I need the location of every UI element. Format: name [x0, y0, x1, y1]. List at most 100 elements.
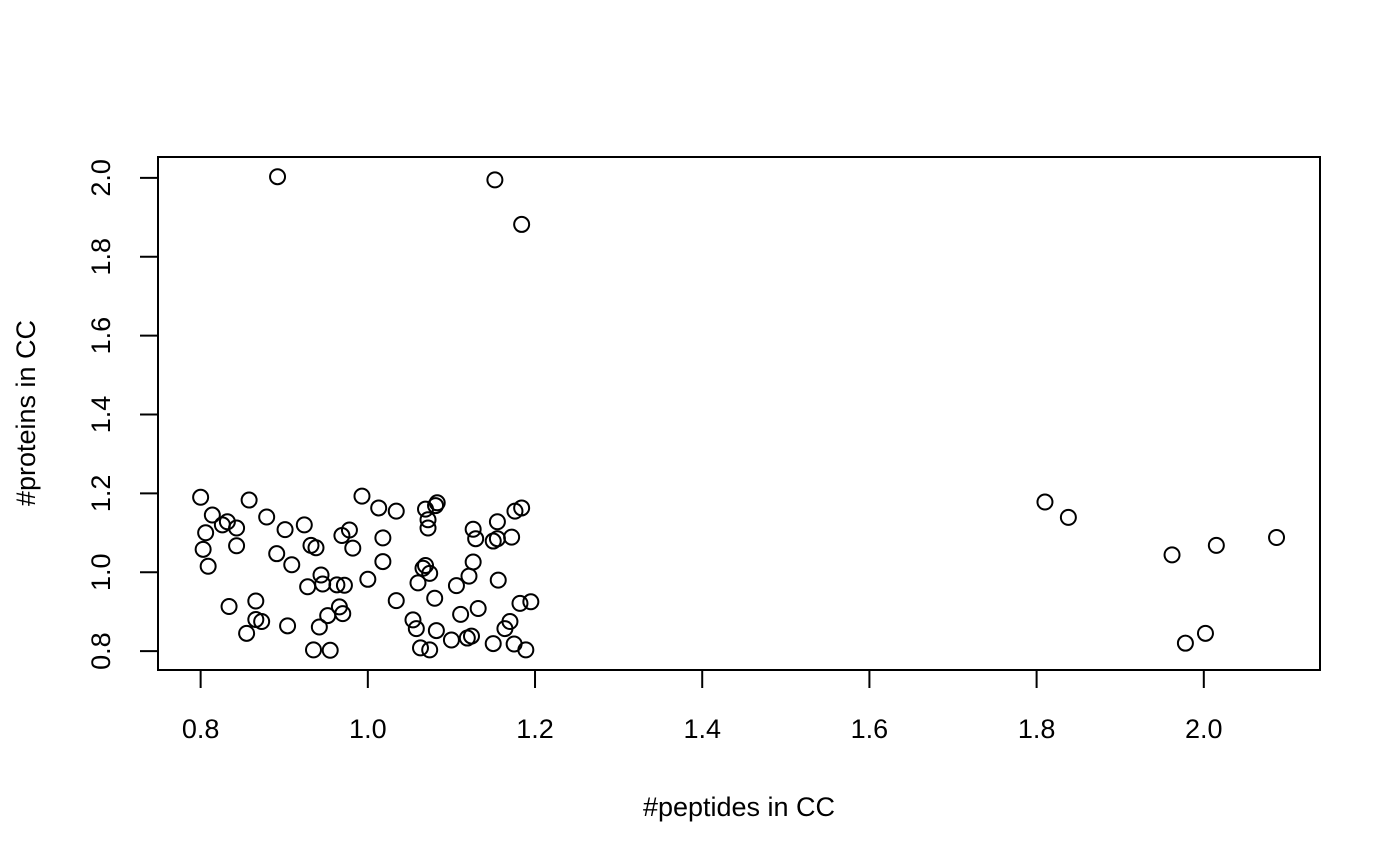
- data-point: [428, 494, 446, 512]
- data-point: [228, 519, 246, 537]
- data-point: [462, 627, 480, 645]
- data-point: [1196, 624, 1214, 642]
- data-point: [240, 491, 258, 509]
- data-point: [387, 502, 405, 520]
- data-point: [276, 521, 294, 539]
- data-point: [407, 620, 425, 638]
- y-axis: 0.8 1.0 1.2 1.4 1.6 1.8 2.0: [86, 159, 159, 670]
- data-point: [374, 529, 392, 547]
- data-point: [299, 578, 317, 596]
- x-tick-label: 1.6: [851, 714, 889, 744]
- data-point: [409, 574, 427, 592]
- data-point: [335, 576, 353, 594]
- y-tick-label: 1.4: [86, 396, 116, 434]
- y-tick-label: 2.0: [86, 159, 116, 197]
- data-point: [283, 556, 301, 574]
- data-point: [419, 519, 437, 537]
- data-point: [340, 521, 358, 539]
- x-tick-label: 1.0: [349, 714, 387, 744]
- data-point: [312, 566, 330, 584]
- data-point: [353, 487, 371, 505]
- data-point: [328, 576, 346, 594]
- data-point: [522, 593, 540, 611]
- data-point: [194, 540, 212, 558]
- data-point: [417, 557, 435, 575]
- data-point: [452, 605, 470, 623]
- data-point: [1036, 493, 1054, 511]
- data-point: [421, 641, 439, 659]
- data-point: [411, 639, 429, 657]
- data-point: [427, 622, 445, 640]
- x-tick-label: 0.8: [182, 714, 220, 744]
- data-point: [344, 539, 362, 557]
- data-point: [314, 575, 332, 593]
- data-point: [258, 508, 276, 526]
- data-point: [307, 539, 325, 557]
- data-point: [228, 537, 246, 555]
- data-point: [505, 635, 523, 653]
- data-point: [460, 567, 478, 585]
- y-tick-label: 0.8: [86, 632, 116, 670]
- data-point: [513, 499, 531, 517]
- data-point: [489, 571, 507, 589]
- data-point: [334, 605, 352, 623]
- data-point: [517, 641, 535, 659]
- data-point: [511, 594, 529, 612]
- data-point: [199, 557, 217, 575]
- data-point: [192, 488, 210, 506]
- data-point: [513, 215, 531, 233]
- data-point: [426, 589, 444, 607]
- data-point: [419, 511, 437, 529]
- x-tick-label: 1.2: [516, 714, 554, 744]
- y-tick-label: 1.2: [86, 475, 116, 513]
- data-point: [484, 635, 502, 653]
- data-point: [488, 513, 506, 531]
- data-point: [220, 598, 238, 616]
- data-point: [1268, 529, 1286, 547]
- data-point: [427, 497, 445, 515]
- data-point: [253, 612, 271, 630]
- data-point: [464, 553, 482, 571]
- data-point: [503, 528, 521, 546]
- data-point: [464, 520, 482, 538]
- x-axis: 0.8 1.0 1.2 1.4 1.6 1.8 2.0: [182, 669, 1223, 744]
- data-point: [442, 631, 460, 649]
- data-point: [447, 577, 465, 595]
- data-point: [310, 618, 328, 636]
- data-point: [404, 611, 422, 629]
- y-tick-label: 1.6: [86, 317, 116, 355]
- data-point: [1176, 634, 1194, 652]
- data-point: [359, 570, 377, 588]
- data-point: [197, 524, 215, 542]
- data-point: [370, 499, 388, 517]
- x-tick-label: 1.4: [683, 714, 721, 744]
- x-axis-title: #peptides in CC: [643, 792, 835, 822]
- data-point: [501, 612, 519, 630]
- data-point: [1163, 546, 1181, 564]
- data-point: [1059, 508, 1077, 526]
- data-point: [304, 641, 322, 659]
- x-tick-label: 1.8: [1018, 714, 1056, 744]
- data-point: [269, 168, 287, 186]
- data-point: [203, 506, 221, 524]
- data-point: [488, 530, 506, 548]
- data-point: [279, 617, 297, 635]
- data-point: [374, 553, 392, 571]
- x-tick-label: 2.0: [1185, 714, 1223, 744]
- data-point: [1207, 536, 1225, 554]
- data-point: [469, 599, 487, 617]
- data-point: [486, 171, 504, 189]
- data-point: [295, 516, 313, 534]
- y-axis-title: #proteins in CC: [11, 320, 41, 506]
- y-tick-label: 1.0: [86, 553, 116, 591]
- y-tick-label: 1.8: [86, 238, 116, 276]
- data-point: [268, 545, 286, 563]
- data-point: [238, 624, 256, 642]
- data-points: [192, 168, 1286, 659]
- data-point: [467, 530, 485, 548]
- data-point: [321, 641, 339, 659]
- data-point: [247, 592, 265, 610]
- data-point: [421, 564, 439, 582]
- data-point: [387, 592, 405, 610]
